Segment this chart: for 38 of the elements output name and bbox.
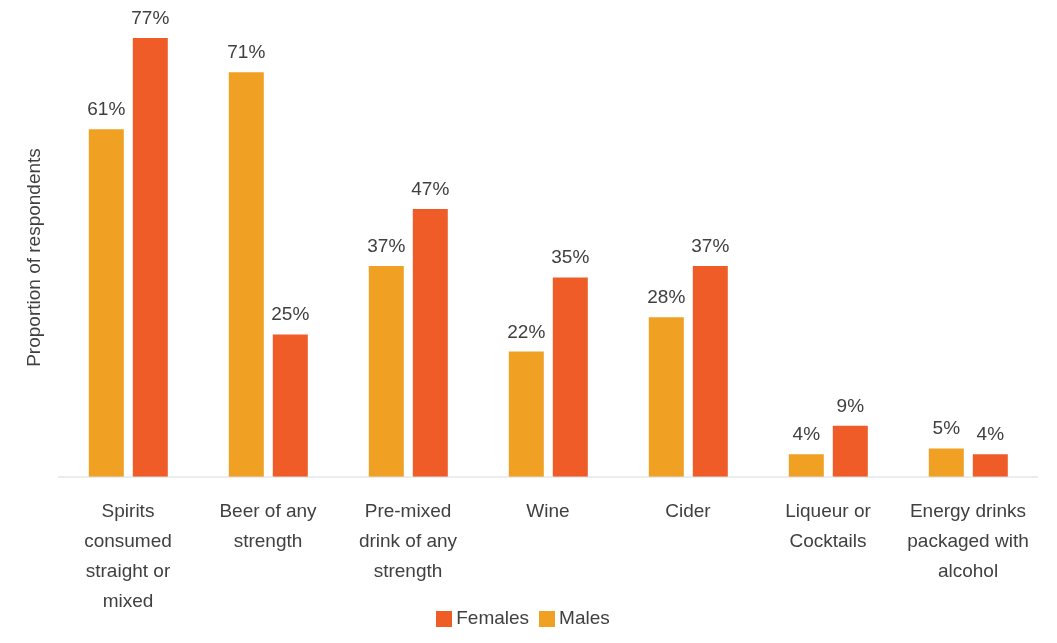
data-label: 61% — [87, 98, 126, 120]
bar — [788, 454, 824, 477]
data-label: 35% — [551, 246, 590, 268]
y-axis-title: Proportion of respondents — [22, 148, 44, 367]
data-label: 4% — [976, 423, 1005, 445]
bar — [552, 277, 588, 477]
x-tick-label: Cider — [665, 500, 712, 521]
bar — [88, 129, 124, 477]
data-label: 47% — [411, 178, 450, 200]
bar — [132, 38, 168, 477]
x-tick-label: Liqueur or Cocktails — [785, 500, 872, 551]
x-tick-label: Beer of any strength — [219, 500, 318, 551]
data-label: 5% — [932, 417, 961, 439]
data-label: 4% — [792, 423, 821, 445]
data-label: 22% — [507, 320, 546, 342]
bar — [692, 266, 728, 477]
x-tick-label: Wine — [526, 500, 570, 521]
x-tick-label: Pre-mixed drink of any strength — [358, 500, 458, 581]
bar — [412, 209, 448, 477]
data-label: 71% — [227, 41, 266, 63]
bar — [832, 425, 868, 477]
bar — [972, 454, 1008, 477]
bar — [368, 266, 404, 477]
x-tick-label: Energy drinks packaged with alcohol — [907, 500, 1029, 581]
legend-label: Males — [559, 607, 610, 628]
legend-label: Females — [456, 607, 530, 628]
data-label: 77% — [131, 7, 170, 28]
data-label: 9% — [836, 394, 865, 416]
x-tick-label: Spirits consumed straight or mixed — [84, 500, 172, 611]
data-label: 25% — [271, 303, 310, 325]
data-label: 28% — [647, 286, 686, 308]
bar — [928, 448, 964, 477]
bar — [228, 72, 264, 477]
bar — [648, 317, 684, 477]
bar — [272, 334, 308, 477]
data-label: 37% — [691, 235, 730, 257]
bar — [508, 351, 544, 477]
data-label: 37% — [367, 235, 406, 257]
